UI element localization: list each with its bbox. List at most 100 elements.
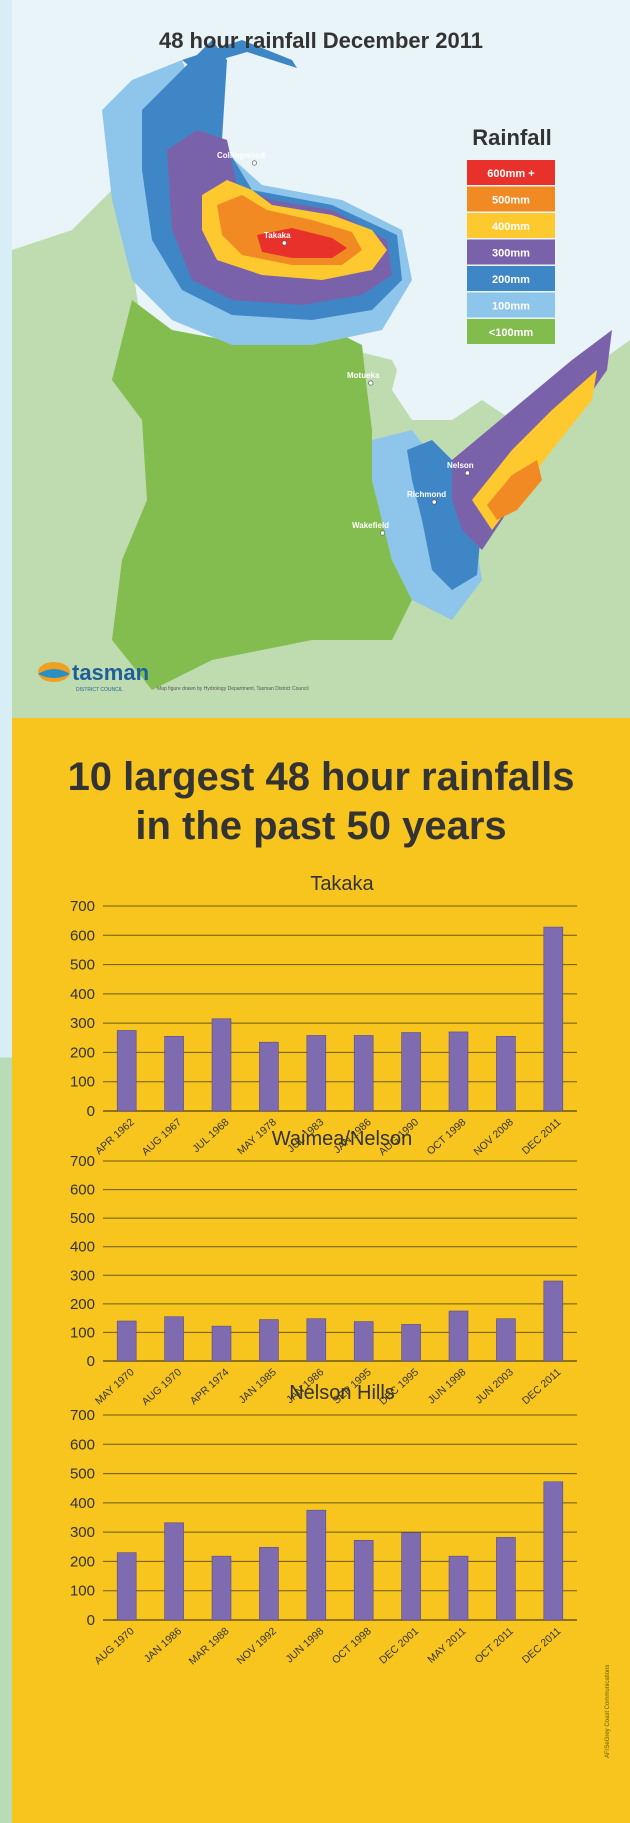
place-marker-icon (464, 470, 470, 476)
chart-title: Takaka (310, 873, 374, 895)
page-edge-strip (0, 0, 12, 1823)
rainfall-map: 48 hour rainfall December 2011 Collingwo… (12, 0, 630, 718)
bar (306, 1509, 327, 1621)
bar (543, 926, 564, 1112)
bar (496, 1036, 516, 1112)
chart-title: Waimea/Nelson (272, 1128, 412, 1150)
x-tick-label: OCT 2011 (473, 1625, 516, 1666)
tasman-logo: tasman DISTRICT COUNCIL (38, 660, 149, 693)
bar (259, 1041, 279, 1112)
bar (401, 1324, 421, 1362)
x-tick-label: JUL 1968 (190, 1116, 231, 1155)
y-tick-label: 0 (87, 1353, 95, 1370)
bar (353, 1540, 374, 1621)
y-tick-label: 600 (70, 1436, 95, 1453)
x-tick-label: JUN 1998 (284, 1625, 327, 1665)
y-tick-label: 500 (70, 1466, 95, 1483)
bar (116, 1552, 137, 1621)
y-tick-label: 500 (70, 1210, 95, 1227)
x-tick-label: DEC 2011 (520, 1116, 564, 1157)
bar (164, 1316, 184, 1362)
y-tick-label: 600 (70, 1182, 95, 1199)
logo-text: tasman (72, 660, 149, 685)
rainfall-map-panel: 48 hour rainfall December 2011 Collingwo… (12, 0, 630, 718)
bar (448, 1031, 469, 1112)
place-labels: Collingwood Takaka Motueka Nelson Richmond Wa… (217, 151, 474, 536)
bar (353, 1035, 374, 1112)
farewell-spit (182, 40, 297, 68)
place-label: Wakefield (352, 521, 389, 530)
y-tick-label: 500 (70, 957, 95, 974)
x-tick-label: JUN 2003 (473, 1366, 516, 1406)
bar (543, 1280, 564, 1362)
y-tick-label: 400 (70, 1239, 95, 1256)
y-tick-label: 200 (70, 1553, 95, 1570)
y-tick-label: 200 (70, 1296, 95, 1313)
place-marker-icon (281, 240, 287, 246)
x-tick-label: DEC 2011 (520, 1625, 564, 1666)
side-credit: AF/SeGrey Coast Communications (605, 1665, 611, 1758)
land-500mm-zone-south (487, 460, 542, 520)
y-tick-label: 400 (70, 1495, 95, 1512)
x-tick-label: JAN 1986 (142, 1625, 184, 1665)
legend-title: Rainfall (472, 125, 551, 150)
x-tick-label: OCT 1998 (425, 1116, 469, 1157)
y-tick-label: 300 (70, 1267, 95, 1284)
place-label: Nelson (447, 461, 474, 470)
x-tick-label: NOV 2008 (471, 1116, 516, 1158)
legend-label: <100mm (489, 327, 534, 339)
y-tick-label: 700 (70, 1407, 95, 1424)
legend-swatch (467, 292, 555, 318)
x-tick-label: AUG 1970 (92, 1625, 137, 1667)
bar (211, 1018, 232, 1112)
map-credit: Map figure drawn by Hydrology Department… (157, 686, 309, 692)
place-label: Richmond (407, 490, 446, 499)
legend-swatch (467, 186, 555, 212)
legend-label: 100mm (492, 301, 530, 313)
bar (496, 1318, 516, 1362)
map-title: 48 hour rainfall December 2011 (159, 28, 483, 53)
place-label: Takaka (264, 231, 291, 240)
bar (116, 1030, 137, 1112)
bar (164, 1036, 184, 1112)
y-tick-label: 200 (70, 1044, 95, 1061)
y-tick-label: 0 (87, 1612, 95, 1629)
x-tick-label: MAY 2011 (425, 1625, 468, 1666)
logo-subtext: DISTRICT COUNCIL (76, 687, 123, 693)
y-tick-label: 300 (70, 1015, 95, 1032)
chart-2: Waimea/Nelson 0 100 200 300 400 500 600 700 MAY 1… (70, 1128, 577, 1408)
x-tick-label: APR 1974 (188, 1366, 232, 1407)
x-tick-label: APR 1962 (93, 1116, 137, 1157)
y-tick-label: 0 (87, 1103, 95, 1120)
legend-swatch (467, 266, 555, 291)
legend-label: 200mm (492, 274, 530, 286)
bar (496, 1537, 516, 1621)
bar (116, 1320, 137, 1362)
legend-label: 300mm (492, 248, 530, 260)
y-tick-label: 300 (70, 1524, 95, 1541)
x-tick-label: AUG 1970 (140, 1366, 185, 1408)
place-marker-icon (431, 499, 437, 505)
y-tick-label: 100 (70, 1583, 95, 1600)
bar (401, 1532, 421, 1621)
y-tick-label: 100 (70, 1324, 95, 1341)
x-tick-label: JAN 1985 (237, 1366, 279, 1406)
x-tick-label: MAY 1970 (93, 1366, 137, 1407)
chart-3: Nelson Hills 0 100 200 300 400 500 600 700 AUG 19… (70, 1382, 577, 1667)
bar (164, 1522, 184, 1621)
bar (448, 1555, 469, 1621)
legend-swatch (467, 239, 555, 265)
chart-title: Nelson Hills (289, 1382, 395, 1404)
x-tick-label: MAR 1988 (187, 1625, 232, 1667)
charts-title-line1: 10 largest 48 hour rainfalls (68, 755, 575, 799)
x-tick-label: NOV 1992 (234, 1625, 279, 1667)
land-lt100-zone (112, 300, 412, 690)
bar (543, 1481, 564, 1621)
bar (259, 1319, 279, 1362)
place-label: Collingwood (217, 151, 265, 160)
bar-charts: 10 largest 48 hour rainfalls in the past… (68, 755, 611, 1758)
land-600mm-zone (257, 228, 347, 258)
place-marker-icon (251, 160, 257, 166)
bar (259, 1547, 279, 1621)
legend-label: 500mm (492, 195, 530, 207)
